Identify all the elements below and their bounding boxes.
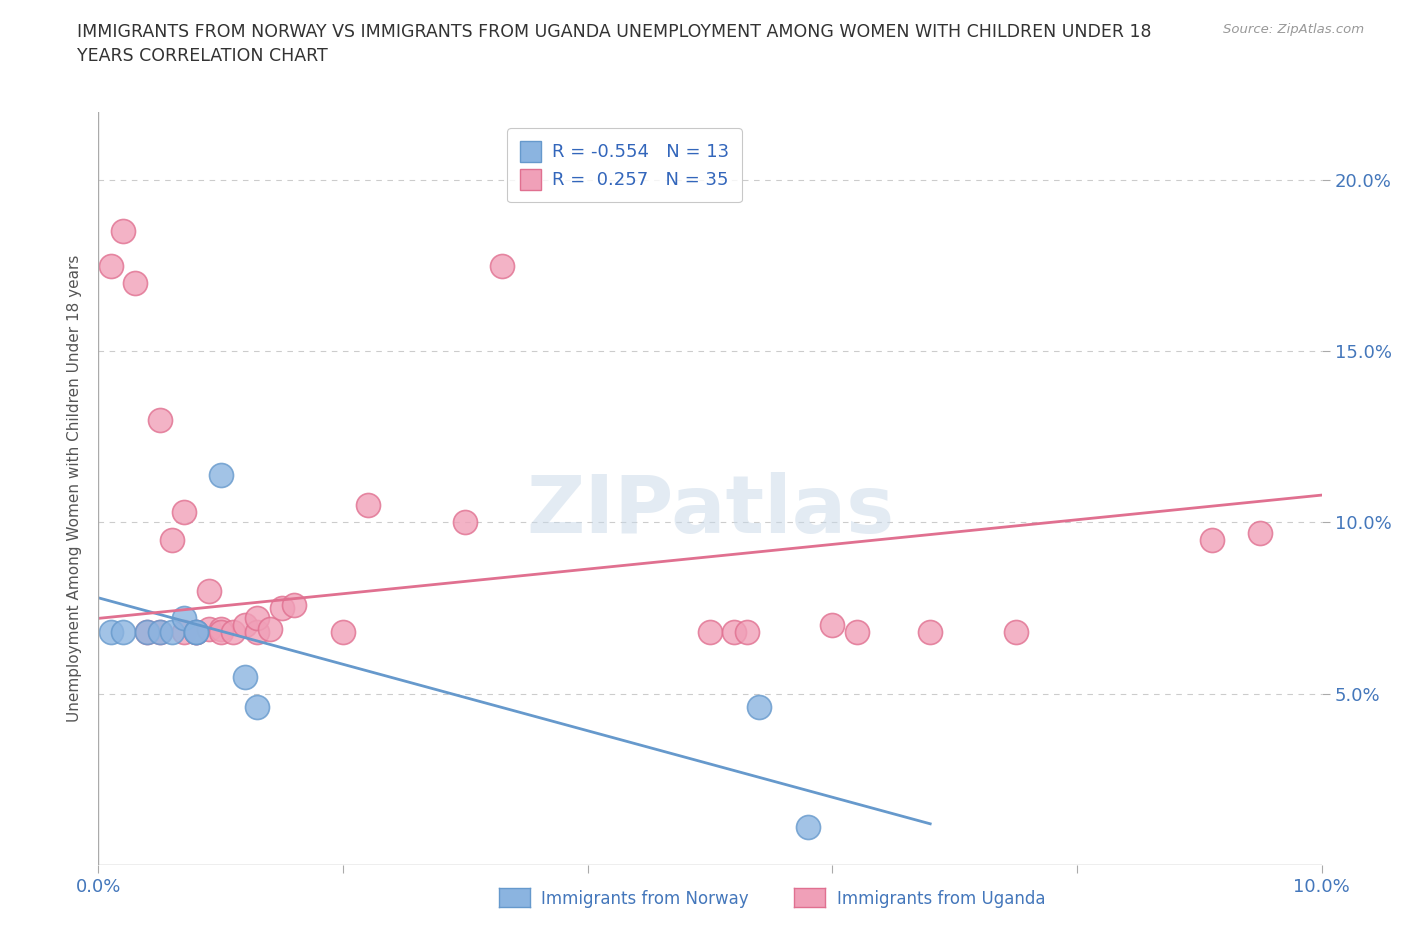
Point	[222, 625, 245, 640]
Point	[197, 621, 219, 636]
Point	[209, 467, 232, 482]
Point	[1004, 625, 1026, 640]
Text: IMMIGRANTS FROM NORWAY VS IMMIGRANTS FROM UGANDA UNEMPLOYMENT AMONG WOMEN WITH C: IMMIGRANTS FROM NORWAY VS IMMIGRANTS FRO…	[77, 23, 1152, 65]
Point	[1249, 525, 1271, 540]
Point	[124, 275, 146, 290]
Point	[111, 224, 134, 239]
Point	[149, 625, 172, 640]
Point	[186, 625, 208, 640]
Point	[246, 700, 269, 715]
Point	[197, 583, 219, 598]
Point	[111, 625, 134, 640]
Point	[173, 611, 195, 626]
Point	[160, 532, 183, 547]
Point	[246, 625, 269, 640]
Point	[209, 621, 232, 636]
Point	[173, 505, 195, 520]
Point	[332, 625, 354, 640]
Text: Immigrants from Uganda: Immigrants from Uganda	[837, 890, 1045, 909]
Text: Immigrants from Norway: Immigrants from Norway	[541, 890, 749, 909]
Point	[136, 625, 159, 640]
Point	[100, 259, 122, 273]
Point	[160, 625, 183, 640]
Point	[699, 625, 721, 640]
Point	[186, 625, 208, 640]
Point	[491, 259, 513, 273]
Point	[821, 618, 844, 632]
Point	[233, 618, 256, 632]
Point	[748, 700, 770, 715]
Point	[173, 625, 195, 640]
Point	[149, 412, 172, 427]
Point	[735, 625, 758, 640]
Point	[136, 625, 159, 640]
Point	[149, 625, 172, 640]
Point	[100, 625, 122, 640]
Point	[454, 515, 477, 530]
Point	[797, 820, 820, 835]
Point	[1201, 532, 1223, 547]
Legend: R = -0.554   N = 13, R =  0.257   N = 35: R = -0.554 N = 13, R = 0.257 N = 35	[508, 128, 742, 203]
Point	[233, 670, 256, 684]
Point	[259, 621, 281, 636]
Point	[283, 597, 305, 612]
Point	[845, 625, 868, 640]
Point	[186, 625, 208, 640]
Point	[920, 625, 942, 640]
Point	[723, 625, 745, 640]
Point	[246, 611, 269, 626]
Y-axis label: Unemployment Among Women with Children Under 18 years: Unemployment Among Women with Children U…	[67, 255, 83, 722]
Point	[356, 498, 378, 512]
Point	[209, 625, 232, 640]
Text: ZIPatlas: ZIPatlas	[526, 472, 894, 550]
Point	[270, 601, 292, 616]
Text: Source: ZipAtlas.com: Source: ZipAtlas.com	[1223, 23, 1364, 36]
Point	[186, 625, 208, 640]
